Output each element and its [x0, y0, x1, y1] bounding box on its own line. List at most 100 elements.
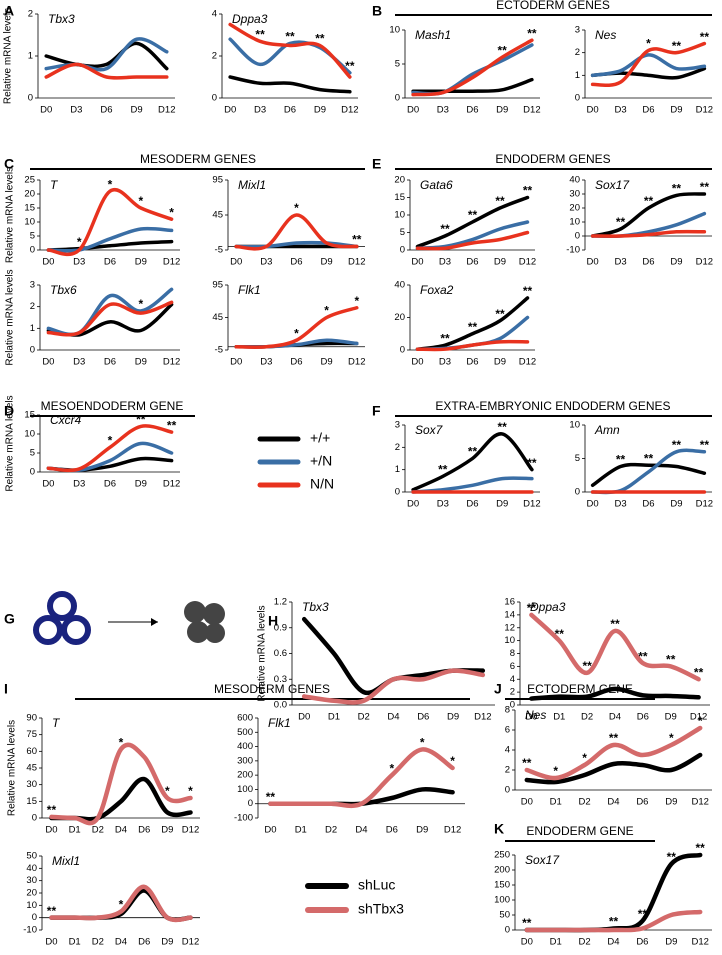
chart: 0 50 100 150 200 250 D0 D1 D2 D4 D6 D9 D12 Sox17 ** ** *…: [494, 841, 712, 948]
y-tick-label: 25: [24, 175, 35, 186]
significance: **: [47, 904, 57, 918]
x-tick-label: D0: [587, 257, 599, 268]
y-tick-label: 15: [24, 410, 35, 421]
y-tick-label: 20: [569, 203, 580, 214]
chart: 0 15 30 45 60 75 90 D0 D1 D2 D4 D6 D9 D12 T Relative mR…: [7, 713, 200, 836]
x-tick-label: D3: [260, 257, 272, 268]
y-tick-label: 50: [499, 910, 510, 921]
chart: 0.0 0.3 0.6 0.9 1.2 D0 D1 D2 D4 D6 D9 D12 Tbx3 Relati…: [257, 597, 495, 723]
y-tick-label: 0: [575, 231, 580, 242]
panel-letter: D: [4, 403, 14, 419]
x-tick-label: D9: [321, 357, 333, 368]
y-tick-label: 150: [494, 880, 510, 891]
y-axis-label: Relative mRNA levels: [7, 720, 18, 816]
x-tick-label: D1: [550, 937, 562, 948]
significance: **: [523, 284, 533, 298]
series-line: [301, 668, 486, 705]
series-line: [524, 725, 703, 781]
x-tick-label: D12: [348, 257, 365, 268]
y-axis-label: Relative mRNA levels: [5, 395, 16, 491]
x-tick-label: D12: [519, 257, 536, 268]
y-tick-label: 3: [30, 280, 35, 291]
significance: *: [646, 37, 651, 51]
y-tick-label: 0: [32, 912, 37, 923]
x-tick-label: D0: [230, 257, 242, 268]
x-tick-label: D6: [386, 825, 398, 836]
significance: **: [285, 30, 295, 44]
x-tick-label: D4: [387, 712, 399, 723]
y-tick-label: 20: [394, 175, 405, 186]
significance: **: [672, 182, 682, 196]
y-axis-label: Relative mRNA levels: [257, 605, 268, 701]
x-tick-label: D12: [348, 357, 365, 368]
panel-letter: F: [372, 403, 381, 419]
significance: *: [294, 326, 299, 340]
significance: **: [527, 601, 537, 615]
x-tick-label: D9: [161, 937, 173, 948]
chart-title: Tbx3: [302, 600, 329, 614]
series-line: [234, 306, 359, 349]
significance: **: [523, 184, 533, 198]
y-tick-label: 2: [28, 9, 33, 20]
significance: **: [498, 420, 508, 434]
y-tick-label: 8: [505, 705, 510, 716]
x-tick-label: D12: [691, 797, 708, 808]
panel-letter: B: [372, 3, 382, 19]
y-tick-label: 2: [30, 301, 35, 312]
significance: **: [700, 30, 710, 44]
significance: **: [522, 916, 532, 930]
x-tick-label: D3: [254, 105, 266, 116]
cell: [61, 615, 91, 645]
y-tick-label: 40: [26, 863, 37, 874]
significance: **: [468, 445, 478, 459]
y-tick-label: 0: [30, 245, 35, 256]
x-tick-label: D4: [115, 825, 127, 836]
series-line: [529, 612, 701, 682]
cell: [47, 591, 77, 621]
x-tick-label: D2: [92, 937, 104, 948]
x-tick-label: D3: [614, 499, 626, 510]
y-tick-label: 10: [394, 210, 405, 221]
y-tick-label: 60: [26, 746, 37, 757]
y-tick-label: 15: [26, 796, 37, 807]
chart: 0 5 10 15 D0 D3 D6 D9 D12 Cxcr4 Relative mRNA leve…: [5, 395, 181, 491]
x-tick-label: D0: [42, 257, 54, 268]
significance: **: [495, 194, 505, 208]
y-tick-label: 45: [212, 210, 223, 221]
y-tick-label: 10: [389, 25, 400, 36]
x-tick-label: D9: [135, 257, 147, 268]
significance: **: [468, 320, 478, 334]
significance: *: [390, 761, 395, 775]
x-tick-label: D3: [73, 357, 85, 368]
significance: **: [345, 59, 355, 73]
x-tick-label: D12: [519, 357, 536, 368]
significance: *: [77, 235, 82, 249]
chart-title: Sox17: [525, 853, 560, 867]
series-line: [228, 75, 352, 94]
significance: *: [582, 751, 587, 765]
y-tick-label: 1.2: [274, 597, 287, 608]
y-tick-label: 100: [494, 895, 510, 906]
x-tick-label: D12: [163, 479, 180, 490]
y-tick-label: 0.0: [274, 700, 287, 711]
x-tick-label: D3: [437, 105, 449, 116]
y-tick-label: 20: [26, 888, 37, 899]
section-header: MESODERM GENES: [214, 682, 330, 696]
x-tick-label: D4: [607, 797, 619, 808]
x-tick-label: D12: [474, 712, 491, 723]
x-tick-label: D12: [158, 105, 175, 116]
y-tick-label: 20: [24, 189, 35, 200]
x-tick-label: D12: [696, 257, 713, 268]
significance: *: [119, 735, 124, 749]
significance: **: [582, 659, 592, 673]
x-tick-label: D9: [135, 479, 147, 490]
significance: *: [669, 731, 674, 745]
x-tick-label: D1: [69, 937, 81, 948]
panel-letter: I: [4, 681, 8, 697]
chart-title: Tbx6: [50, 283, 77, 297]
x-tick-label: D0: [264, 825, 276, 836]
y-tick-label: 6: [510, 661, 515, 672]
